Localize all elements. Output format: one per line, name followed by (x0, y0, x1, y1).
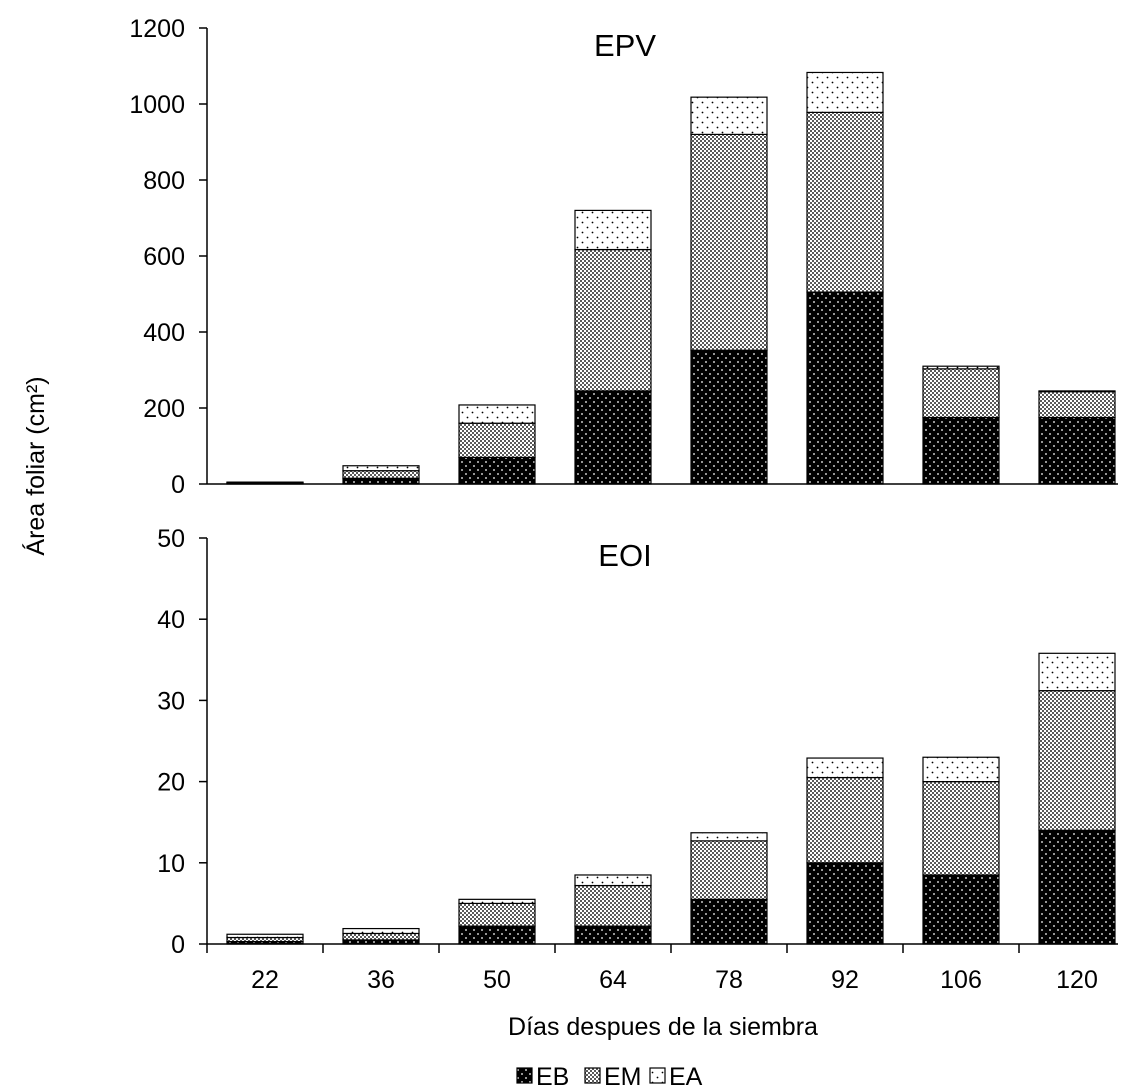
eoi-x-tick-label: 78 (715, 966, 743, 994)
eoi-bar-eb-36 (342, 939, 420, 945)
epv-bar-em-92 (806, 111, 884, 293)
chart-panel-eoi: 0 10 20 30 40 50 EOI 22 36 50 64 78 92 106 120 (157, 525, 1118, 994)
eoi-bar-em-50 (458, 902, 536, 927)
epv-bar-ea-106 (922, 365, 1000, 370)
eoi-bar-em-22 (226, 936, 304, 943)
eoi-title: EOI (598, 538, 651, 573)
epv-bar-em-36 (342, 470, 420, 479)
epv-y-tick-label: 1200 (129, 15, 185, 43)
eoi-y-tick-label: 40 (157, 606, 185, 634)
eoi-x-tick-label: 36 (367, 966, 395, 994)
epv-bar-ea-78 (690, 96, 768, 136)
epv-bar-ea-120 (1038, 390, 1116, 393)
eoi-bar-ea-64 (574, 874, 652, 887)
epv-bar-eb-78 (690, 349, 768, 485)
eoi-y-tick-label: 10 (157, 850, 185, 878)
epv-bar-eb-50 (458, 456, 536, 485)
eoi-bar-em-64 (574, 884, 652, 927)
eoi-bar-em-120 (1038, 690, 1116, 831)
eoi-bar-eb-64 (574, 925, 652, 945)
eoi-y-tick-label: 30 (157, 687, 185, 715)
eoi-bar-eb-78 (690, 898, 768, 945)
epv-y-tick-label: 1000 (129, 91, 185, 119)
eoi-y-tick-label: 50 (157, 525, 185, 553)
eoi-x-tick-label: 106 (940, 966, 982, 994)
epv-y-tick-label: 200 (143, 395, 185, 423)
epv-title: EPV (594, 28, 656, 63)
eoi-bar-eb-120 (1038, 829, 1116, 945)
legend-label-eb: EB (536, 1063, 569, 1089)
eoi-bar-em-92 (806, 776, 884, 864)
eoi-x-tick-label: 92 (831, 966, 859, 994)
eoi-bar-eb-92 (806, 862, 884, 945)
epv-bar-eb-64 (574, 390, 652, 485)
epv-y-tick-label: 0 (171, 471, 185, 499)
legend-label-ea: EA (669, 1063, 703, 1089)
epv-bar-em-106 (922, 368, 1000, 419)
eoi-bar-ea-92 (806, 757, 884, 779)
eoi-x-tick-label: 50 (483, 966, 511, 994)
legend-label-em: EM (604, 1063, 642, 1089)
eoi-y-tick-label: 0 (171, 931, 185, 959)
epv-bar-eb-36 (342, 477, 420, 485)
legend-swatch-eb (516, 1067, 533, 1084)
eoi-bar-eb-106 (922, 874, 1000, 945)
eoi-bar-ea-106 (922, 756, 1000, 783)
chart-panel-epv: 0 200 400 600 800 1000 1200 EPV (129, 15, 1118, 499)
epv-bar-em-50 (458, 422, 536, 459)
eoi-bar-em-106 (922, 780, 1000, 876)
eoi-x-tick-label: 64 (599, 966, 627, 994)
legend-swatch-em (584, 1067, 601, 1084)
eoi-bar-ea-36 (342, 927, 420, 935)
eoi-bar-ea-22 (226, 933, 304, 939)
epv-y-tick-label: 400 (143, 319, 185, 347)
epv-bar-ea-64 (574, 209, 652, 251)
epv-y-tick-label: 800 (143, 167, 185, 195)
epv-bar-eb-106 (922, 416, 1000, 485)
eoi-bar-ea-78 (690, 832, 768, 842)
eoi-x-tick-label: 22 (251, 966, 279, 994)
eoi-y-tick-label: 20 (157, 769, 185, 797)
epv-bar-eb-120 (1038, 416, 1116, 485)
eoi-bar-ea-50 (458, 898, 536, 905)
epv-bar-em-78 (690, 133, 768, 351)
eoi-bar-eb-50 (458, 925, 536, 945)
eoi-bar-em-78 (690, 840, 768, 900)
epv-bar-eb-92 (806, 291, 884, 485)
epv-bar-em-120 (1038, 391, 1116, 419)
x-axis-label: Días despues de la siembra (508, 1013, 818, 1041)
epv-bar-ea-50 (458, 404, 536, 424)
eoi-x-tick-label: 120 (1056, 966, 1098, 994)
eoi-bar-em-36 (342, 932, 420, 941)
legend: EB EM EA (516, 1063, 703, 1089)
y-axis-label: Área foliar (cm²) (21, 376, 50, 555)
epv-bar-ea-92 (806, 71, 884, 113)
legend-swatch-ea (649, 1067, 666, 1084)
epv-bar-ea-36 (342, 465, 420, 472)
eoi-bar-ea-120 (1038, 652, 1116, 692)
epv-y-tick-label: 600 (143, 243, 185, 271)
epv-bar-ea-22 (226, 481, 304, 484)
epv-bar-em-64 (574, 248, 652, 392)
